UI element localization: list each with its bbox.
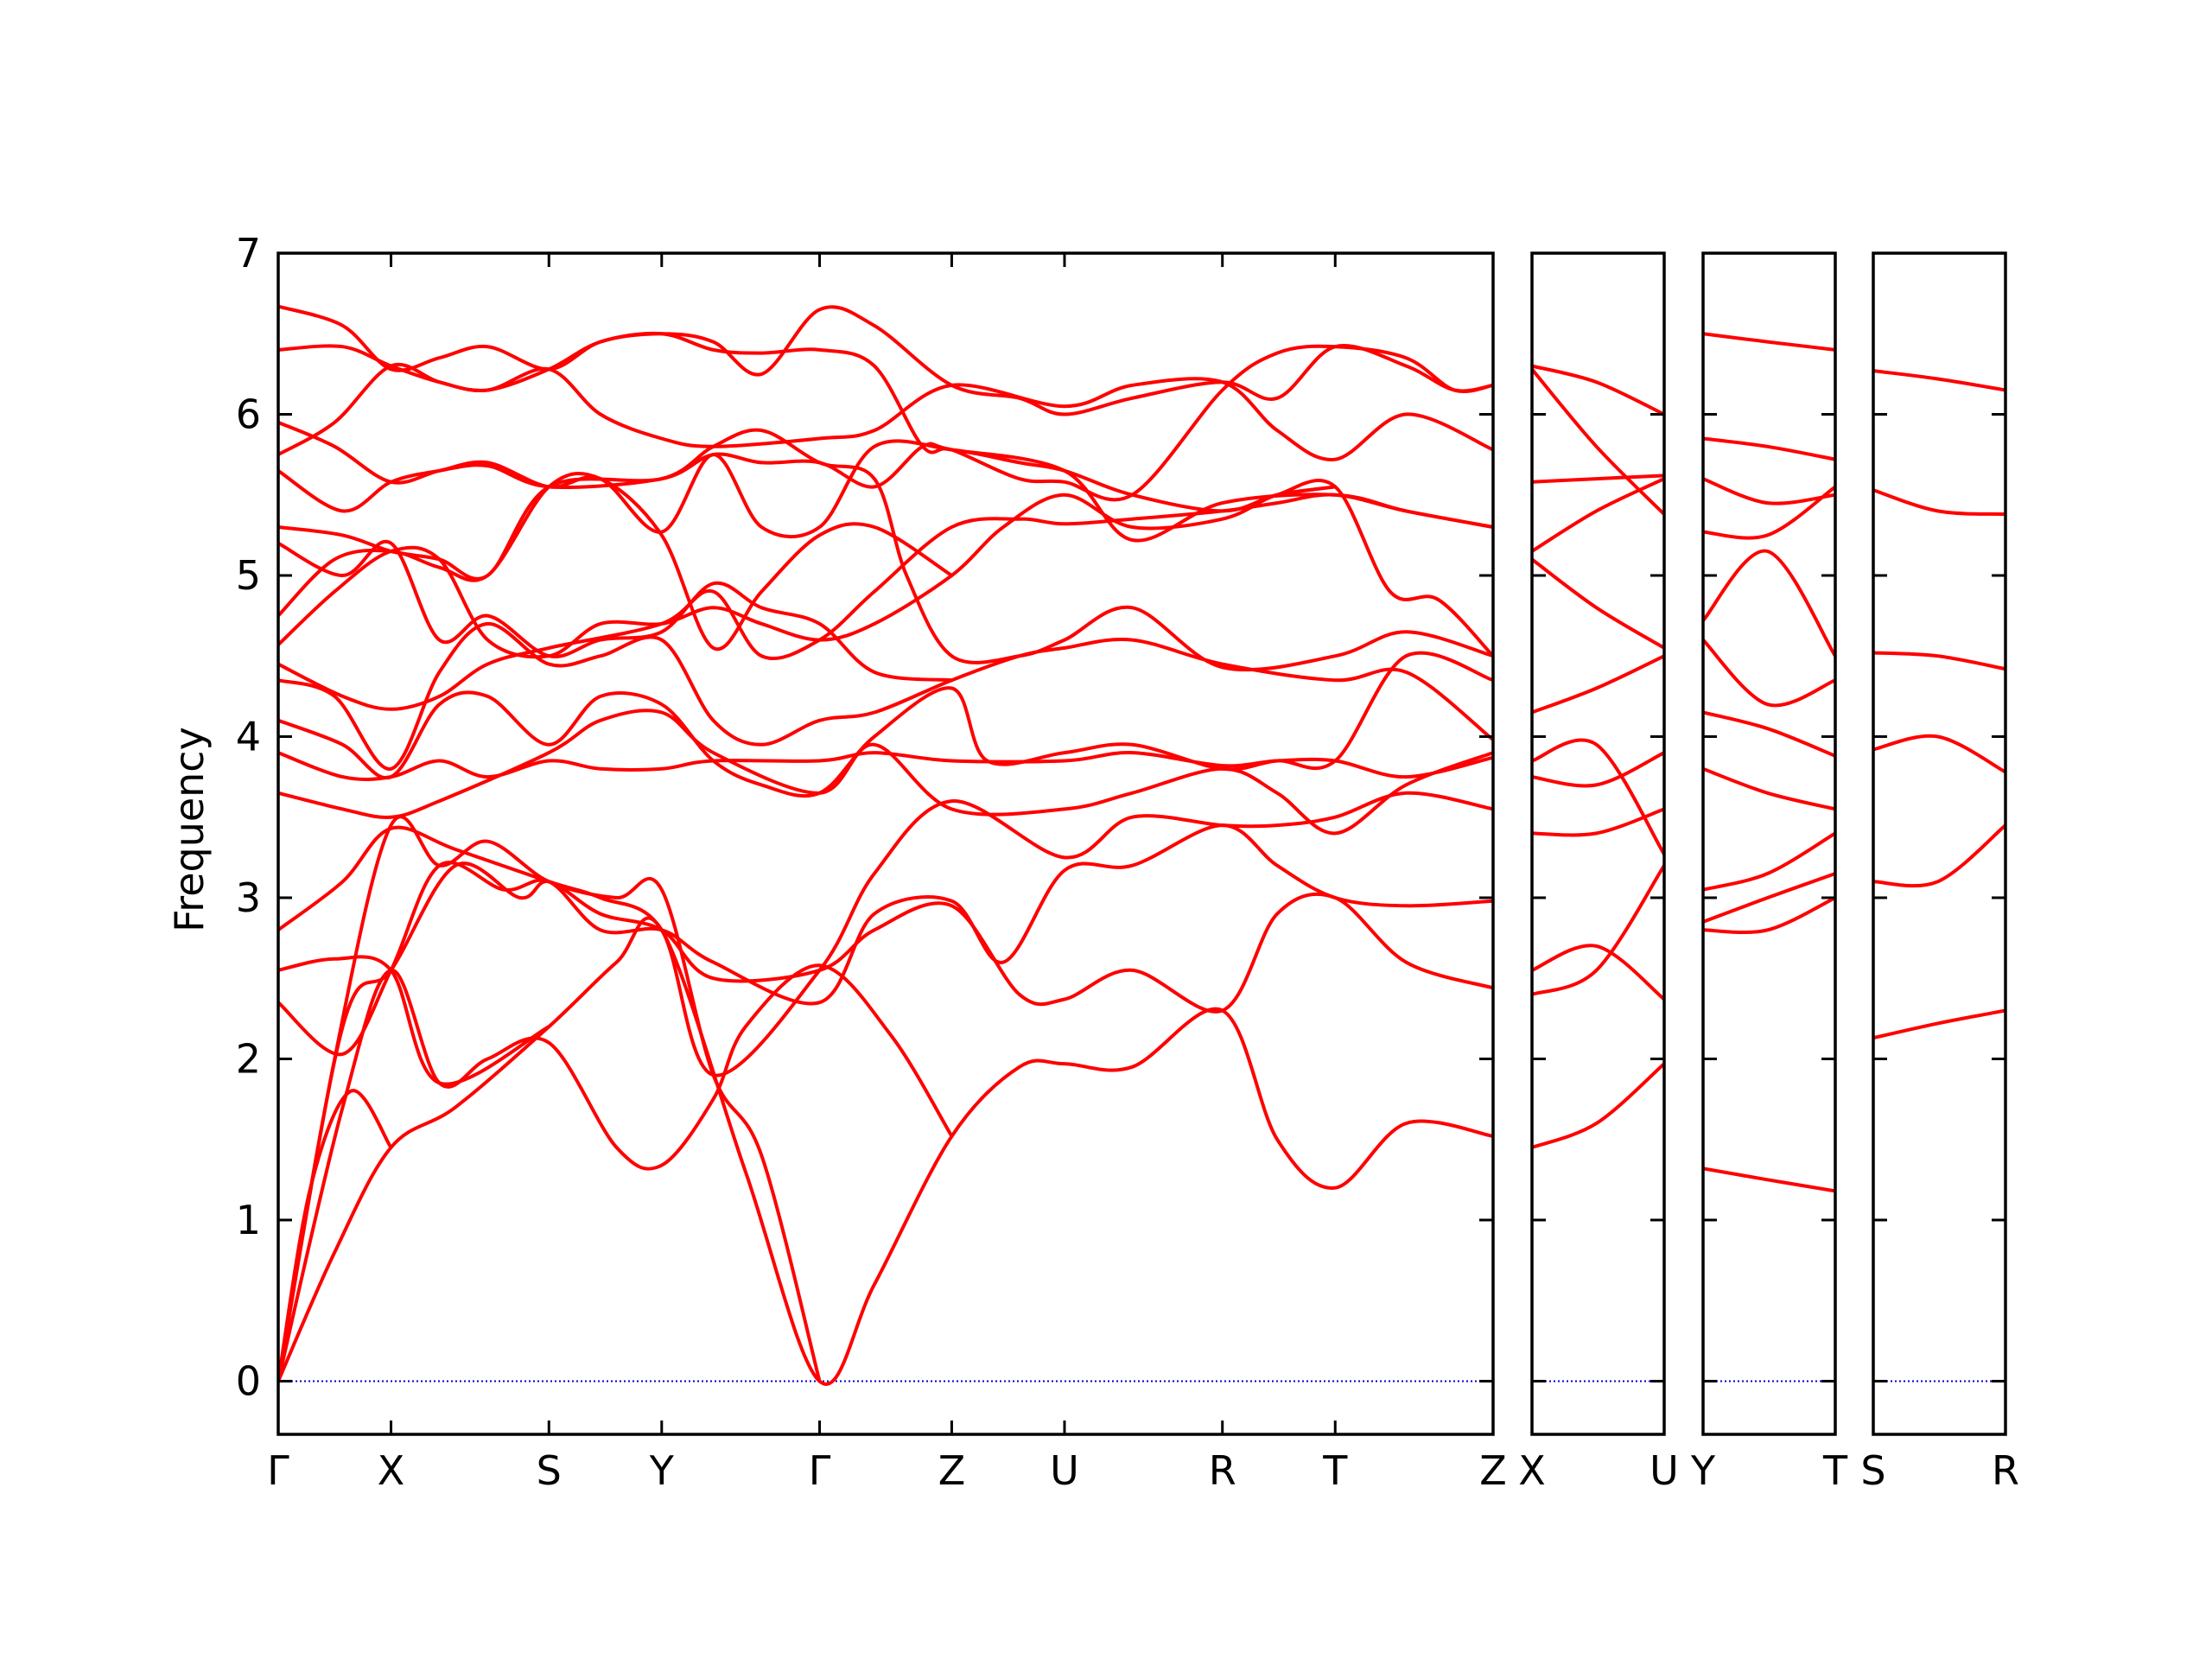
band-line-Y-T-7: [1703, 549, 1835, 658]
x-tick-label: Z: [1479, 1447, 1507, 1494]
band-line-X-U-9: [1532, 474, 1664, 484]
x-tick-label: R: [1209, 1447, 1236, 1494]
band-line-X-U-5: [1532, 738, 1664, 856]
band-line-X-U-10: [1532, 367, 1664, 517]
band-line-Y-T-4: [1703, 766, 1835, 811]
band-line-X-U-8: [1532, 477, 1664, 553]
band-line-S-R-2: [1873, 734, 2005, 774]
panel-frame-S-R: [1872, 251, 2007, 1436]
y-tick-label: 1: [236, 1197, 261, 1243]
x-tick-label: R: [1992, 1447, 2019, 1494]
panel-X-U-bands: [1532, 364, 1664, 1149]
band-line-X-U-6: [1532, 654, 1664, 715]
band-line-Y-T-6: [1703, 638, 1835, 708]
band-line-Y-T-9: [1703, 477, 1835, 505]
x-tick-label: X: [378, 1447, 405, 1494]
x-tick-label: T: [1322, 1447, 1348, 1494]
panel-frame-Y-T: [1701, 251, 1837, 1436]
band-line-X-U-2: [1532, 944, 1664, 1001]
band-line-S-R-5: [1873, 369, 2005, 392]
band-line-main-16: [278, 428, 1493, 672]
x-tick-label: X: [1518, 1447, 1546, 1494]
y-tick-label: 7: [236, 230, 261, 276]
band-line-main-0: [278, 916, 1493, 1386]
x-tick-label: Z: [938, 1447, 966, 1494]
band-line-Y-T-1: [1703, 896, 1835, 935]
band-line-main-4: [278, 861, 1493, 1383]
frames-layer: [276, 251, 2007, 1436]
x-tick-label: U: [1050, 1447, 1079, 1494]
band-line-S-R-0: [1873, 1008, 2005, 1040]
y-tick-label: 2: [236, 1035, 261, 1082]
band-line-X-U-1: [1532, 863, 1664, 996]
y-tick-label: 0: [236, 1357, 261, 1404]
band-line-S-R-1: [1873, 823, 2005, 888]
y-tick-label: 4: [236, 713, 261, 760]
band-line-Y-T-8: [1703, 485, 1835, 540]
x-tick-label: U: [1649, 1447, 1679, 1494]
band-line-X-U-4: [1532, 751, 1664, 788]
x-tick-label: S: [1860, 1447, 1885, 1494]
band-line-main-7: [278, 791, 1493, 1077]
band-line-X-U-7: [1532, 557, 1664, 650]
band-line-Y-T-2: [1703, 872, 1835, 924]
band-line-main-12: [278, 493, 1493, 711]
band-line-S-R-4: [1873, 488, 2005, 517]
y-axis-label: Frequency: [166, 727, 213, 932]
band-line-main-13: [278, 479, 1493, 659]
x-tick-label: Y: [649, 1447, 675, 1494]
panel-S-R-bands: [1873, 369, 2005, 1040]
band-line-main-15: [278, 539, 954, 683]
band-line-Y-T-5: [1703, 710, 1835, 758]
x-tick-label: Y: [1690, 1447, 1716, 1494]
panel-frame-X-U: [1530, 251, 1666, 1436]
y-tick-label: 5: [236, 552, 261, 599]
y-tick-label: 6: [236, 391, 261, 437]
band-line-Y-T-10: [1703, 436, 1835, 461]
band-line-X-U-11: [1532, 364, 1664, 416]
band-line-Y-T-3: [1703, 831, 1835, 892]
band-line-X-U-0: [1532, 1062, 1664, 1149]
band-line-main-9: [278, 751, 1493, 782]
band-line-main-21: [278, 304, 1493, 416]
band-line-main-6: [278, 955, 551, 1086]
band-line-main-5: [278, 823, 1493, 1057]
band-line-S-R-3: [1873, 651, 2005, 671]
band-line-main-20: [278, 331, 1493, 502]
band-line-main-17: [278, 442, 1493, 543]
band-line-Y-T-0: [1703, 1166, 1835, 1193]
band-line-Y-T-11: [1703, 332, 1835, 352]
y-tick-label: 3: [236, 874, 261, 921]
panel-frame-main: [276, 251, 1495, 1436]
band-line-X-U-3: [1532, 807, 1664, 837]
band-line-main-8: [278, 709, 1493, 836]
band-line-main-11: [278, 621, 1493, 771]
band-line-main-2: [278, 963, 954, 1383]
x-tick-label: S: [537, 1447, 562, 1494]
x-tick-label: Γ: [267, 1447, 289, 1494]
band-line-main-3: [278, 815, 822, 1383]
panel-Y-T-bands: [1703, 332, 1835, 1193]
panel-main-bands: [278, 304, 1493, 1386]
x-tick-label: T: [1822, 1447, 1848, 1494]
bands-layer: [278, 304, 2005, 1386]
x-tick-label: Γ: [809, 1447, 831, 1494]
band-line-main-10: [278, 651, 1493, 798]
